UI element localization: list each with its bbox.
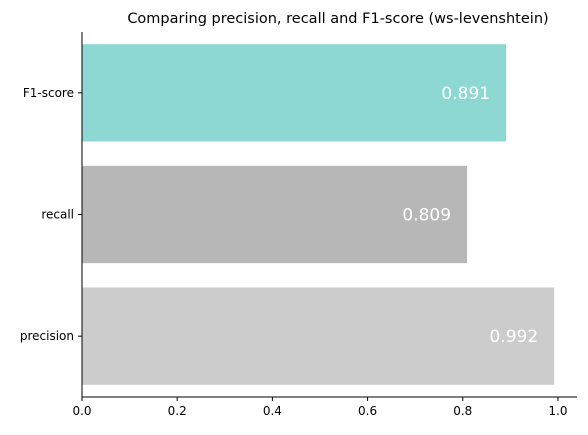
bar-value-label-precision: 0.992 [489,327,538,347]
bars-group [82,44,555,385]
y-tick-label-f1-score: F1-score [23,86,74,100]
chart-title: Comparing precision, recall and F1-score… [127,11,548,27]
bar-value-labels: 0.992 0.809 0.891 [402,84,538,347]
x-tick-label: 0.0 [72,404,91,418]
bar-f1-score [82,44,507,142]
x-tick-label: 1.0 [548,404,567,418]
bar-recall [82,165,468,264]
bar-value-label-recall: 0.809 [402,206,451,226]
x-axis-ticks: 0.0 0.2 0.4 0.6 0.8 1.0 [72,397,568,418]
x-tick-label: 0.6 [358,404,377,418]
x-tick-label: 0.8 [453,404,472,418]
y-tick-label-precision: precision [20,329,74,343]
bar-value-label-f1-score: 0.891 [441,84,490,104]
x-tick-label: 0.2 [168,404,187,418]
y-axis-ticks: precision recall F1-score [20,86,82,343]
y-tick-label-recall: recall [41,208,74,222]
bar-precision [82,287,555,385]
x-tick-label: 0.4 [263,404,282,418]
